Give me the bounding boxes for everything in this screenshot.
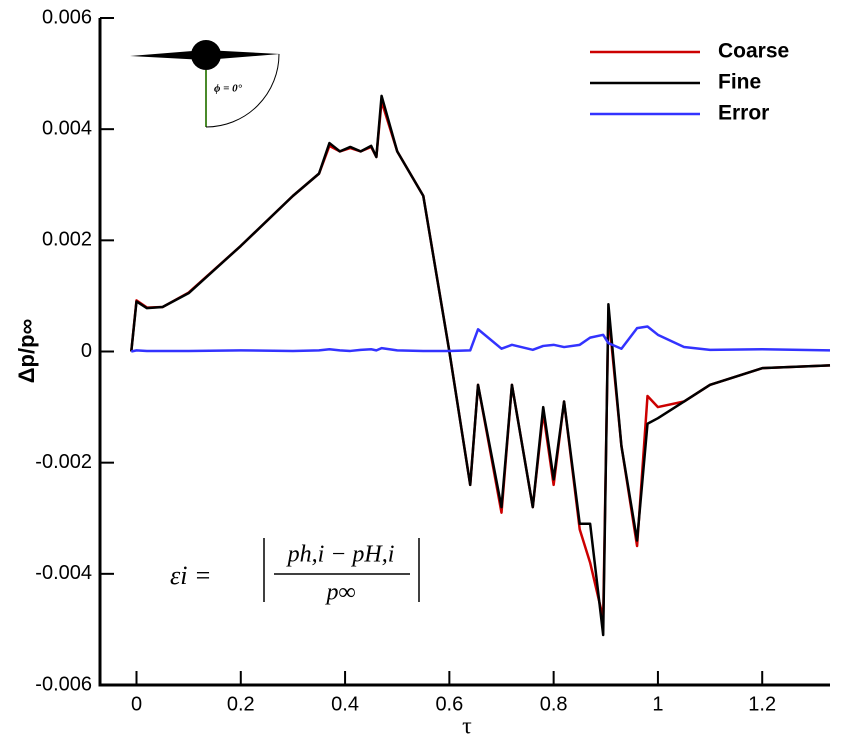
- x-tick-label: 0.8: [540, 693, 568, 715]
- y-tick-label: -0.006: [35, 673, 92, 695]
- formula-denominator: p∞: [324, 580, 355, 606]
- legend-label: Coarse: [718, 40, 789, 63]
- x-tick-label: 1.2: [748, 693, 776, 715]
- y-tick-label: 0: [81, 340, 92, 362]
- series-line: [130, 94, 831, 637]
- formula-numerator: ph,i − pH,i: [286, 542, 395, 568]
- y-tick-label: -0.004: [35, 562, 92, 584]
- y-tick-label: 0.002: [42, 229, 92, 251]
- y-tick-label: 0.006: [42, 6, 92, 28]
- formula: εi = ph,i − pH,i p∞: [170, 538, 420, 606]
- series-line: [131, 325, 831, 353]
- inset-diagram: ϕ = 0°: [130, 40, 280, 128]
- x-tick-label: 0.4: [331, 693, 359, 715]
- x-tick-label: 0.2: [227, 693, 255, 715]
- x-tick-label: 0: [131, 693, 142, 715]
- series-line: [130, 100, 831, 620]
- y-tick-label: -0.002: [35, 451, 92, 473]
- x-axis-label: τ: [462, 714, 472, 740]
- x-tick-label: 0.6: [435, 693, 463, 715]
- y-axis-label: Δp/p∞: [14, 319, 39, 384]
- y-tick-label: 0.004: [42, 117, 92, 139]
- legend-label: Fine: [718, 71, 761, 94]
- legend-label: Error: [718, 102, 769, 125]
- inset-label: ϕ = 0°: [214, 83, 243, 95]
- formula-lhs: εi =: [170, 561, 212, 590]
- x-tick-label: 1: [652, 693, 663, 715]
